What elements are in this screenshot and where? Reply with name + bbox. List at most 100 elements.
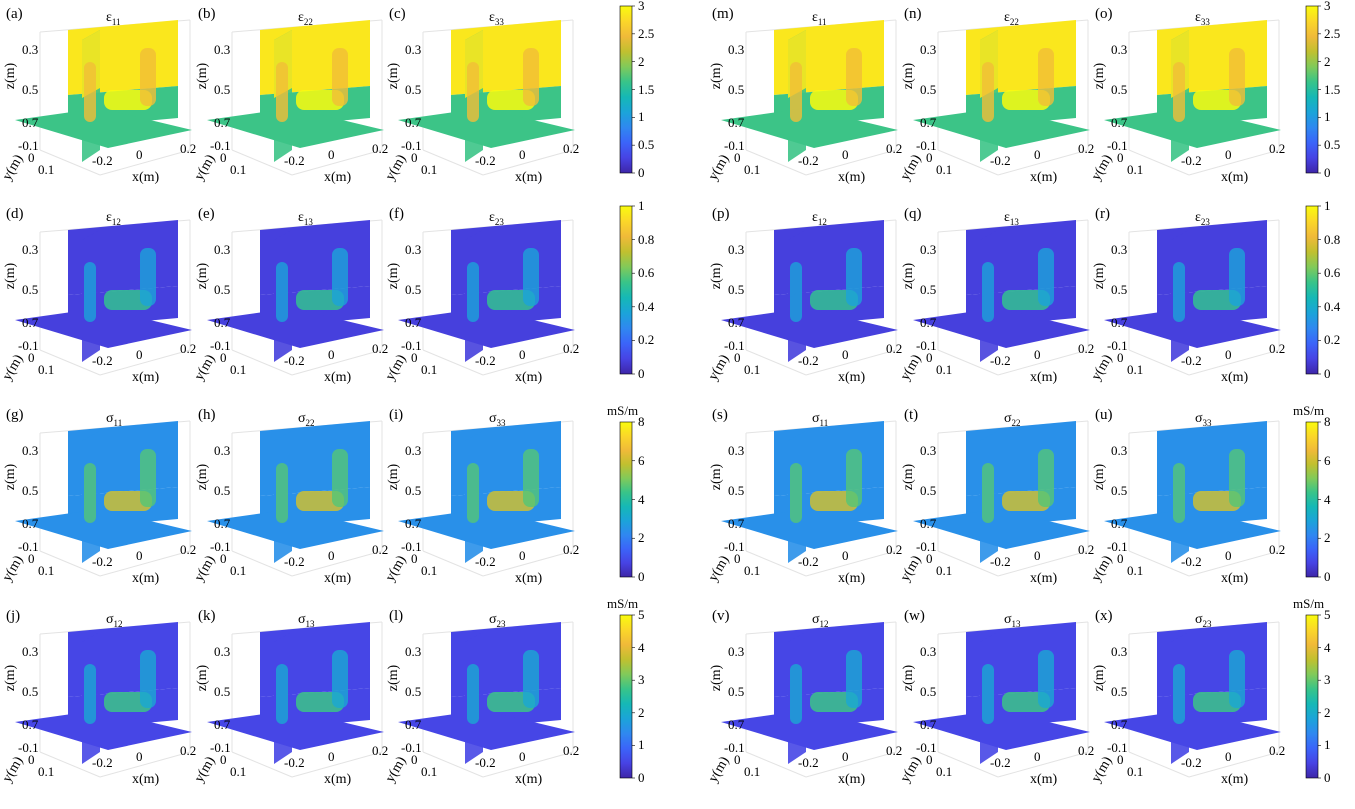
x-tick: -0.2: [1181, 153, 1202, 168]
x-tick: 0: [328, 548, 335, 563]
xy-plane: [913, 509, 1090, 549]
anomaly-left-arm: [84, 463, 96, 523]
panel-title-11: σ23: [489, 612, 506, 629]
z-axis-label: z(m): [709, 262, 725, 290]
y-tick: 0.1: [421, 362, 438, 377]
z-axis-label: z(m): [386, 262, 402, 290]
panel-label-22: (w): [904, 608, 925, 624]
anomaly-left-arm: [276, 664, 288, 724]
y-tick: 0.1: [1127, 563, 1144, 578]
x-tick: 0.2: [180, 743, 197, 758]
anomaly-left-arm: [982, 664, 994, 724]
anomaly-left-arm: [84, 664, 96, 724]
z-tick: 0.3: [1111, 443, 1128, 458]
y-tick: 0: [1117, 752, 1124, 767]
x-axis-label: x(m): [324, 571, 352, 586]
colorbar-tick-label: 8: [1324, 414, 1331, 429]
x-tick: 0: [1034, 347, 1041, 362]
panel-title-6: σ11: [106, 411, 123, 428]
z-tick: 0.5: [22, 684, 39, 699]
y-tick: 0: [220, 150, 227, 165]
colorbar-tick-label: 3: [1324, 0, 1331, 13]
anomaly-right-arm: [846, 650, 862, 708]
panel-label-16: (q): [904, 206, 922, 222]
x-tick: 0.2: [563, 542, 580, 557]
x-axis-label: x(m): [1221, 170, 1249, 185]
xy-plane: [721, 509, 898, 549]
x-tick: 0.2: [180, 542, 197, 557]
z-tick: 0.5: [22, 82, 39, 97]
z-tick: 0.5: [728, 483, 745, 498]
y-tick: -0.1: [18, 338, 39, 353]
colorbar: [1305, 205, 1319, 375]
z-tick: 0.3: [214, 242, 231, 257]
colorbar-tick-label: 0.6: [638, 265, 655, 281]
y-tick: -0.1: [210, 740, 231, 755]
panel-title-23: σ23: [1195, 612, 1212, 629]
y-tick: 0.1: [38, 563, 55, 578]
panel-label-17: (r): [1095, 206, 1110, 222]
y-tick: -0.1: [724, 539, 745, 554]
panel-label-0: (a): [6, 6, 23, 22]
panel-label-20: (u): [1095, 407, 1113, 423]
y-tick: 0: [28, 350, 35, 365]
colorbar-tick-label: 2: [1324, 530, 1331, 546]
z-tick: 0.3: [405, 443, 422, 458]
z-axis-label: z(m): [195, 262, 211, 290]
x-axis-label: x(m): [132, 170, 160, 185]
x-tick: 0.2: [372, 341, 389, 356]
y-tick: 0.1: [1127, 162, 1144, 177]
z-tick: 0.5: [405, 483, 422, 498]
anomaly-left-arm: [790, 664, 802, 724]
x-tick: 0: [842, 548, 849, 563]
colorbar-tick-label: 1.5: [1324, 81, 1341, 97]
y-tick: 0: [926, 350, 933, 365]
x-tick: 0: [328, 147, 335, 162]
panel-label-12: (m): [712, 6, 734, 22]
colorbar-tick-label: 0.2: [638, 332, 655, 348]
y-tick: 0.1: [230, 563, 247, 578]
panel-n: [913, 19, 1090, 176]
panel-title-17: ε23: [1195, 210, 1210, 227]
z-axis-label: z(m): [195, 664, 211, 692]
anomaly-left-arm: [467, 463, 479, 523]
z-tick: 0.3: [1111, 644, 1128, 659]
x-tick: -0.2: [990, 153, 1011, 168]
panel-title-22: σ13: [1004, 612, 1021, 629]
y-tick: 0.1: [1127, 764, 1144, 779]
panel-d: [15, 219, 192, 376]
y-tick: 0.1: [744, 362, 761, 377]
xy-plane: [15, 108, 192, 148]
z-tick: 0.5: [214, 483, 231, 498]
z-axis-label: z(m): [386, 62, 402, 90]
z-tick: 0.7: [22, 516, 39, 531]
colorbar-tick-label: 2: [638, 530, 645, 546]
colorbar-tick-label: 2.5: [1324, 25, 1341, 41]
z-axis-label: z(m): [901, 664, 917, 692]
z-tick: 0.5: [214, 282, 231, 297]
xy-plane: [207, 710, 384, 750]
anomaly-right-arm: [1229, 48, 1245, 106]
x-tick: 0: [136, 347, 143, 362]
z-tick: 0.5: [22, 282, 39, 297]
anomaly-right-arm: [1038, 248, 1054, 306]
z-tick: 0.5: [728, 684, 745, 699]
x-tick: 0: [1225, 749, 1232, 764]
x-tick: 0: [1225, 147, 1232, 162]
colorbar: [1305, 421, 1319, 578]
x-axis-label: x(m): [838, 772, 866, 787]
colorbar-tick-label: 0: [1324, 366, 1331, 381]
x-tick: -0.2: [798, 755, 819, 770]
panel-title-13: ε22: [1004, 10, 1019, 27]
panel-m: [721, 19, 898, 176]
z-tick: 0.7: [920, 516, 937, 531]
colorbar-tick-label: 2: [1324, 704, 1331, 720]
anomaly-right-arm: [523, 449, 539, 507]
z-tick: 0.3: [405, 242, 422, 257]
x-tick: 0.2: [886, 341, 903, 356]
z-tick: 0.5: [405, 282, 422, 297]
panel-o: [1104, 19, 1281, 176]
x-tick: -0.2: [92, 755, 113, 770]
xy-plane: [913, 308, 1090, 348]
anomaly-right-arm: [140, 248, 156, 306]
